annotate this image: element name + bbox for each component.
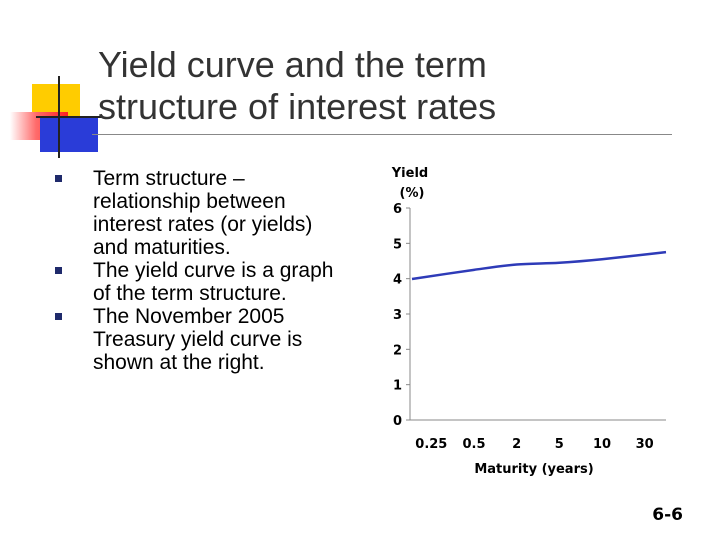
page-number: 6-6 — [652, 505, 683, 525]
bullet-text: The yield curve is a graph of the term s… — [93, 259, 334, 305]
y-tick-label: 2 — [393, 343, 402, 358]
yield-curve-line — [411, 250, 667, 281]
slide-title-line-2: structure of interest rates — [98, 86, 497, 127]
x-tick-label: 10 — [593, 437, 611, 452]
slide-title: Yield curve and the term structure of in… — [98, 44, 678, 128]
square-bullet-icon — [55, 267, 62, 274]
x-tick-label: 0.25 — [415, 437, 447, 452]
title-underline — [92, 134, 672, 135]
bullet-text: The November 2005 Treasury yield curve i… — [93, 305, 303, 374]
bullet-item: The November 2005 Treasury yield curve i… — [52, 305, 352, 374]
bullet-item: The yield curve is a graph of the term s… — [52, 259, 352, 305]
square-bullet-icon — [55, 175, 62, 182]
x-tick-label: 5 — [555, 437, 564, 452]
y-tick-label: 4 — [393, 273, 402, 288]
decor-blue-square — [40, 118, 98, 152]
bullet-text: Term structure – relationship between in… — [93, 167, 313, 259]
y-tick-label: 0 — [393, 414, 402, 429]
y-axis-label-line-2: (%) — [400, 186, 425, 201]
y-tick-label: 3 — [393, 308, 402, 323]
bullet-list: Term structure – relationship between in… — [52, 167, 352, 374]
y-tick-label: 5 — [393, 237, 402, 252]
x-tick-label: 2 — [512, 437, 521, 452]
slide-title-line-1: Yield curve and the term — [98, 44, 487, 85]
yield-curve-chart: Yield (%) Maturity (years) 0 1 2 3 4 5 6 0.25 0.… — [391, 166, 667, 477]
x-tick-label: 0.5 — [462, 437, 485, 452]
bullet-item: Term structure – relationship between in… — [52, 167, 352, 259]
y-tick-label: 6 — [393, 202, 402, 217]
x-axis-label: Maturity (years) — [474, 462, 593, 477]
y-axis-label-line-1: Yield — [391, 166, 428, 181]
square-bullet-icon — [55, 313, 62, 320]
y-tick-label: 1 — [393, 379, 402, 394]
x-tick-label: 30 — [636, 437, 654, 452]
decor-horizontal-line — [36, 116, 102, 118]
